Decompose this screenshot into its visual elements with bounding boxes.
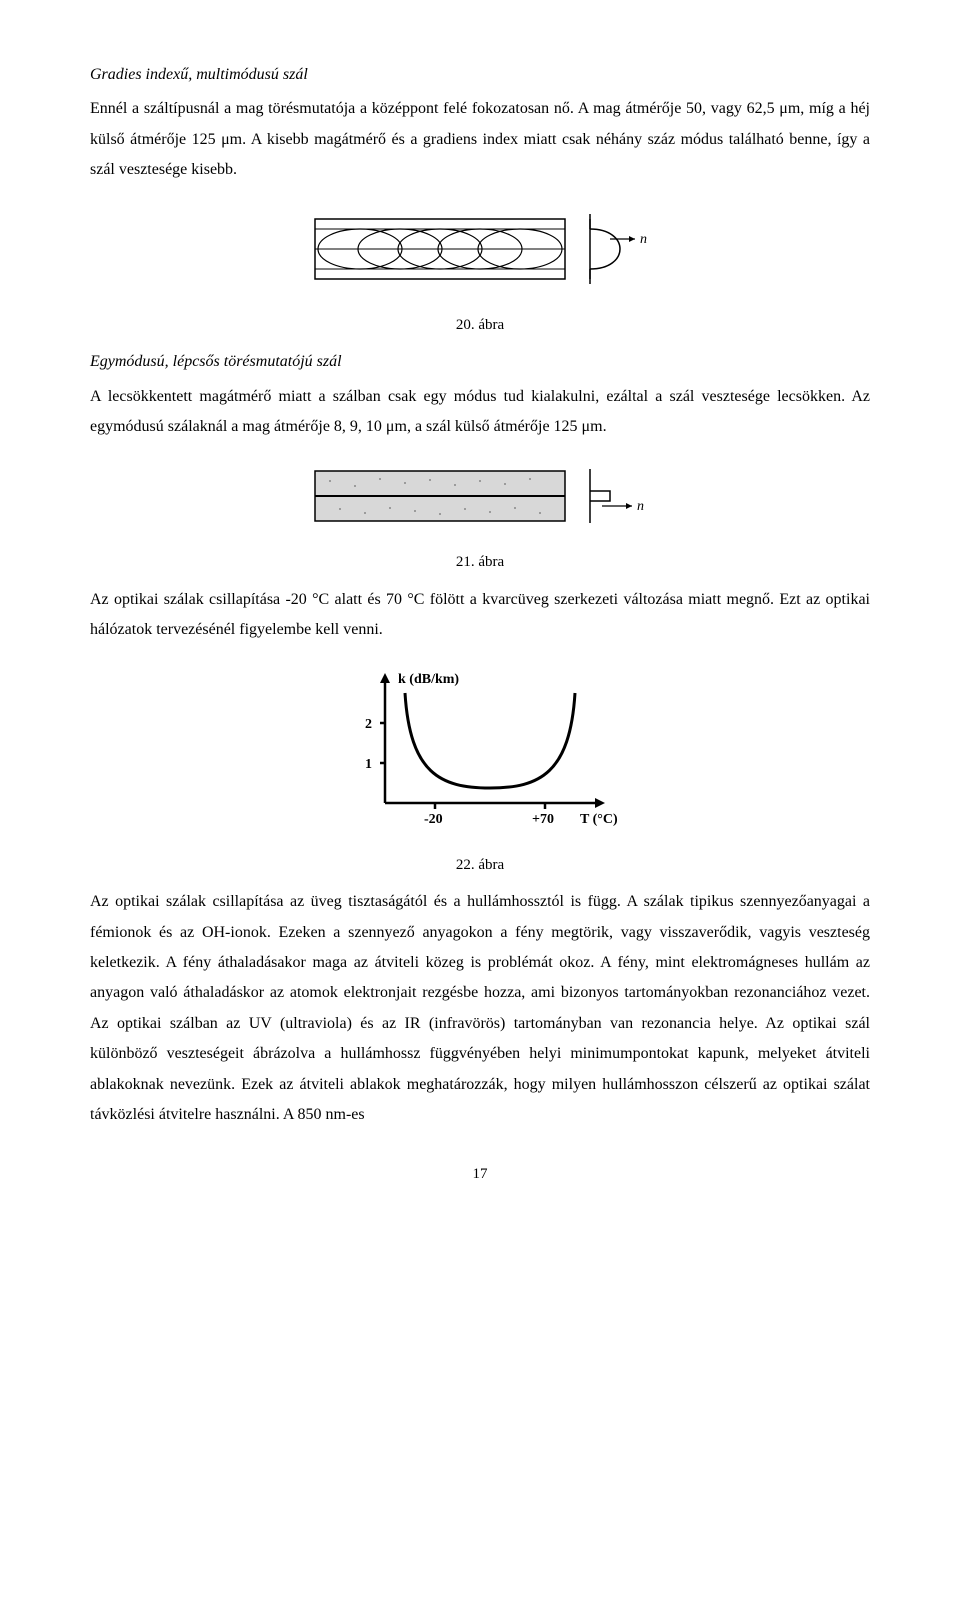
figure-20: n	[90, 204, 870, 305]
caption-21: 21. ábra	[90, 548, 870, 577]
xlabel-22: T (°C)	[580, 812, 618, 827]
ytick-1: 1	[365, 757, 372, 772]
ytick-2: 2	[365, 717, 372, 732]
heading-gradies: Gradies indexű, multimódusú szál	[90, 60, 870, 90]
ylabel-22: k (dB/km)	[398, 672, 459, 687]
para-attenuation-temp: Az optikai szálak csillapítása -20 °C al…	[90, 585, 870, 646]
xtick-minus20: -20	[424, 812, 443, 827]
figure-22: k (dB/km) 2 1 -20 +70 T (°C)	[90, 663, 870, 844]
attenuation-chart: k (dB/km) 2 1 -20 +70 T (°C)	[330, 663, 630, 833]
heading-singlemode: Egymódusú, lépcsős törésmutatójú szál	[90, 347, 870, 377]
fiber-multimode-diagram: n	[310, 204, 650, 294]
caption-20: 20. ábra	[90, 311, 870, 340]
figure-21: n	[90, 461, 870, 542]
label-n-20: n	[640, 232, 647, 247]
para-attenuation-wavelength: Az optikai szálak csillapítása az üveg t…	[90, 887, 870, 1130]
page-number: 17	[90, 1160, 870, 1189]
label-n-21: n	[637, 499, 644, 514]
xtick-plus70: +70	[532, 812, 554, 827]
fiber-singlemode-diagram: n	[310, 461, 650, 531]
para-gradies: Ennél a száltípusnál a mag törésmutatója…	[90, 94, 870, 185]
para-singlemode: A lecsökkentett magátmérő miatt a szálba…	[90, 382, 870, 443]
caption-22: 22. ábra	[90, 851, 870, 880]
